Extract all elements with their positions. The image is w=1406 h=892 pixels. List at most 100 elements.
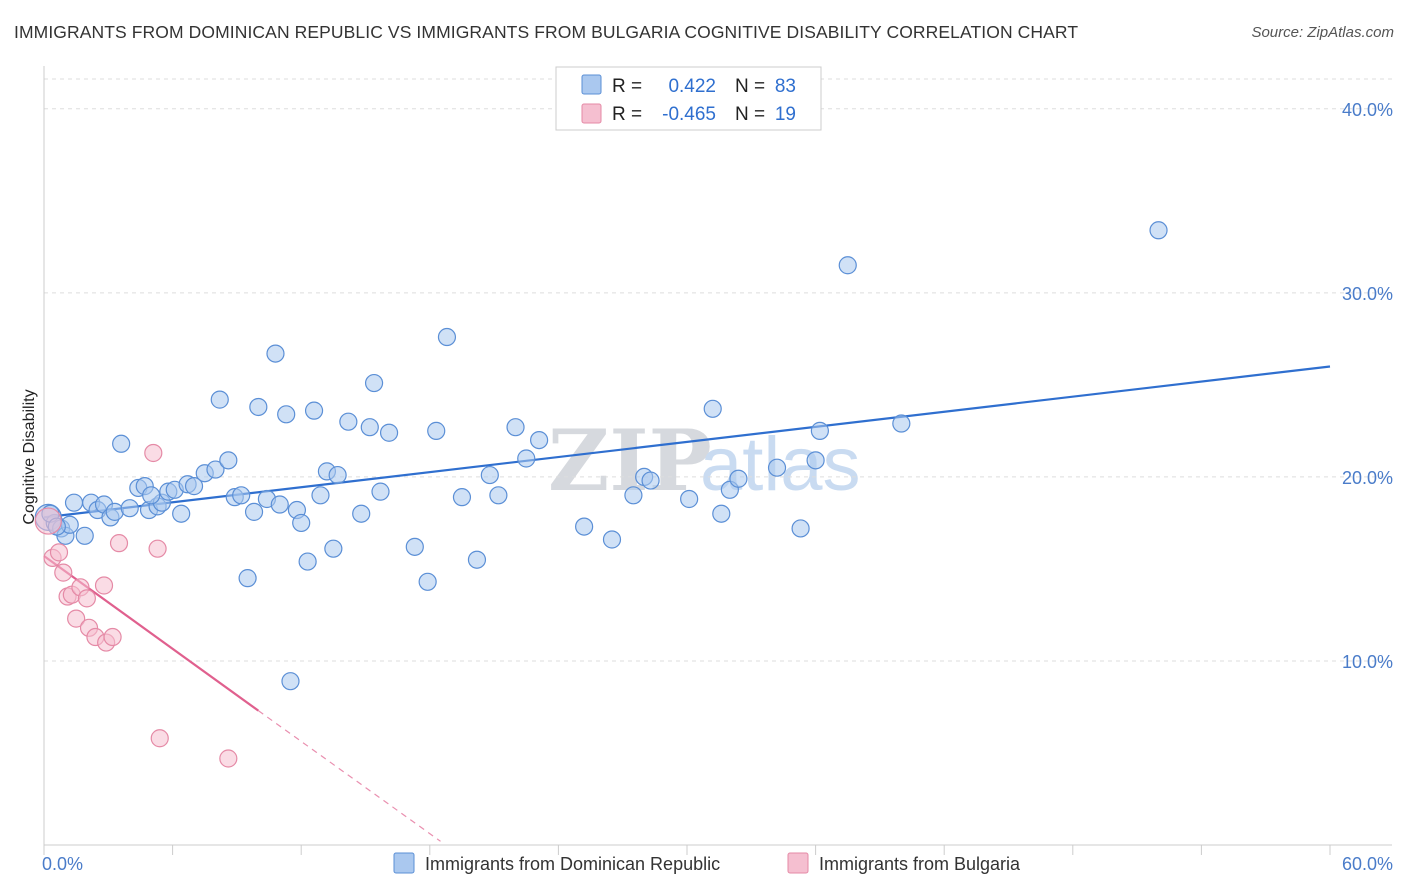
y-tick-label-2: 30.0% xyxy=(1342,284,1393,304)
point-dominican-43 xyxy=(324,539,343,558)
point-dominican-82 xyxy=(142,486,161,505)
point-dominican-57 xyxy=(480,465,499,485)
point-bulgaria-5 xyxy=(67,609,86,628)
trend-line-0 xyxy=(43,365,1331,519)
point-dominican-31 xyxy=(244,502,264,521)
point-dominican-5 xyxy=(64,493,84,512)
point-dominican-52 xyxy=(418,572,437,591)
point-bulgaria-7 xyxy=(77,589,96,608)
legend-n-label-2: N = xyxy=(735,104,765,125)
trend-line-dashed-1 xyxy=(257,710,441,842)
point-dominican-66 xyxy=(641,471,660,490)
point-bulgaria-14 xyxy=(144,443,163,463)
point-dominican-11 xyxy=(105,502,124,521)
point-dominican-56 xyxy=(467,550,487,569)
point-dominican-41 xyxy=(311,486,330,505)
legend-r-value-2: -0.465 xyxy=(662,104,716,125)
point-dominican-30 xyxy=(238,569,257,588)
legend-r-value-1: 0.422 xyxy=(668,76,716,97)
point-dominican-44 xyxy=(328,465,347,485)
point-dominican-49 xyxy=(371,482,390,501)
point-dominican-55 xyxy=(452,488,472,507)
legend-swatch-pink xyxy=(581,103,602,124)
legend-n-value-1: 83 xyxy=(775,76,796,97)
point-bulgaria-16 xyxy=(150,729,169,748)
point-bulgaria-1 xyxy=(49,543,69,562)
y-tick-label-0: 10.0% xyxy=(1342,652,1393,672)
data-points xyxy=(34,221,1168,768)
series-legend: Immigrants from Dominican Republic Immig… xyxy=(393,852,1021,874)
point-dominican-12 xyxy=(112,434,131,453)
point-bulgaria-13 xyxy=(109,534,129,553)
point-dominican-75 xyxy=(810,421,829,440)
point-dominican-58 xyxy=(489,486,508,505)
point-dominican-39 xyxy=(298,552,317,571)
point-dominican-26 xyxy=(210,390,229,409)
point-dominican-36 xyxy=(277,405,296,424)
point-bulgaria-12 xyxy=(103,627,122,647)
point-dominican-64 xyxy=(624,486,643,505)
correlation-legend: R = 0.422 N = 83 R = -0.465 N = 19 xyxy=(555,66,822,131)
x-tick-label-0: 0.0% xyxy=(42,854,83,874)
y-axis-title: Cognitive Disability xyxy=(21,389,38,524)
point-dominican-54 xyxy=(437,327,457,347)
point-dominican-45 xyxy=(339,412,358,431)
point-dominican-32 xyxy=(249,397,268,417)
point-dominican-23 xyxy=(184,477,204,496)
point-dominican-13 xyxy=(120,499,139,518)
point-dominican-53 xyxy=(427,421,446,440)
legend-n-label-1: N = xyxy=(735,76,765,97)
point-dominican-68 xyxy=(703,399,722,418)
point-dominican-78 xyxy=(1149,221,1168,240)
point-dominican-46 xyxy=(352,504,371,523)
source-credit: Source: ZipAtlas.com xyxy=(1251,24,1394,41)
y-tick-label-1: 20.0% xyxy=(1342,468,1393,488)
series-legend-swatch-blue xyxy=(393,852,415,874)
point-dominican-47 xyxy=(360,418,379,437)
point-dominican-29 xyxy=(232,486,251,505)
point-bulgaria-2 xyxy=(54,563,73,582)
point-dominican-27 xyxy=(219,451,238,470)
point-dominican-48 xyxy=(364,373,384,393)
point-bulgaria-15 xyxy=(148,539,167,558)
point-dominican-34 xyxy=(266,344,285,363)
x-tick-label-1: 60.0% xyxy=(1342,854,1393,874)
point-dominican-38 xyxy=(292,513,311,533)
tick-labels: 10.0% 20.0% 30.0% 40.0% 0.0% 60.0% xyxy=(42,100,1393,874)
point-dominican-21 xyxy=(172,504,191,523)
point-dominican-71 xyxy=(729,469,748,488)
point-dominican-50 xyxy=(379,423,399,442)
point-dominican-67 xyxy=(680,489,699,509)
axes xyxy=(43,66,1392,855)
point-dominican-74 xyxy=(806,451,825,470)
point-dominican-60 xyxy=(517,449,536,468)
point-dominican-40 xyxy=(304,401,324,420)
series-legend-label-blue: Immigrants from Dominican Republic xyxy=(425,854,720,874)
legend-r-label-1: R = xyxy=(612,76,642,97)
y-tick-label-3: 40.0% xyxy=(1342,100,1393,120)
point-bulgaria-10 xyxy=(94,576,114,595)
point-dominican-77 xyxy=(892,414,911,433)
point-dominican-6 xyxy=(75,526,94,545)
series-legend-swatch-pink xyxy=(787,852,809,874)
point-dominican-51 xyxy=(405,537,424,556)
legend-r-label-2: R = xyxy=(612,104,642,125)
point-dominican-81 xyxy=(281,672,300,691)
point-dominican-62 xyxy=(575,517,594,536)
legend-swatch-blue xyxy=(581,74,602,95)
point-dominican-72 xyxy=(767,458,787,477)
point-bulgaria-18 xyxy=(34,507,62,535)
point-dominican-35 xyxy=(270,495,289,514)
series-legend-label-pink: Immigrants from Bulgaria xyxy=(819,854,1021,874)
legend-n-value-2: 19 xyxy=(775,104,796,125)
point-bulgaria-17 xyxy=(219,749,238,768)
point-dominican-76 xyxy=(838,256,857,275)
point-dominican-59 xyxy=(506,418,525,437)
point-dominican-69 xyxy=(712,504,731,523)
point-dominican-73 xyxy=(791,519,810,538)
point-dominican-25 xyxy=(206,460,225,479)
point-dominican-63 xyxy=(602,530,622,549)
chart-title: IMMIGRANTS FROM DOMINICAN REPUBLIC VS IM… xyxy=(14,22,1079,42)
point-dominican-61 xyxy=(530,430,549,450)
